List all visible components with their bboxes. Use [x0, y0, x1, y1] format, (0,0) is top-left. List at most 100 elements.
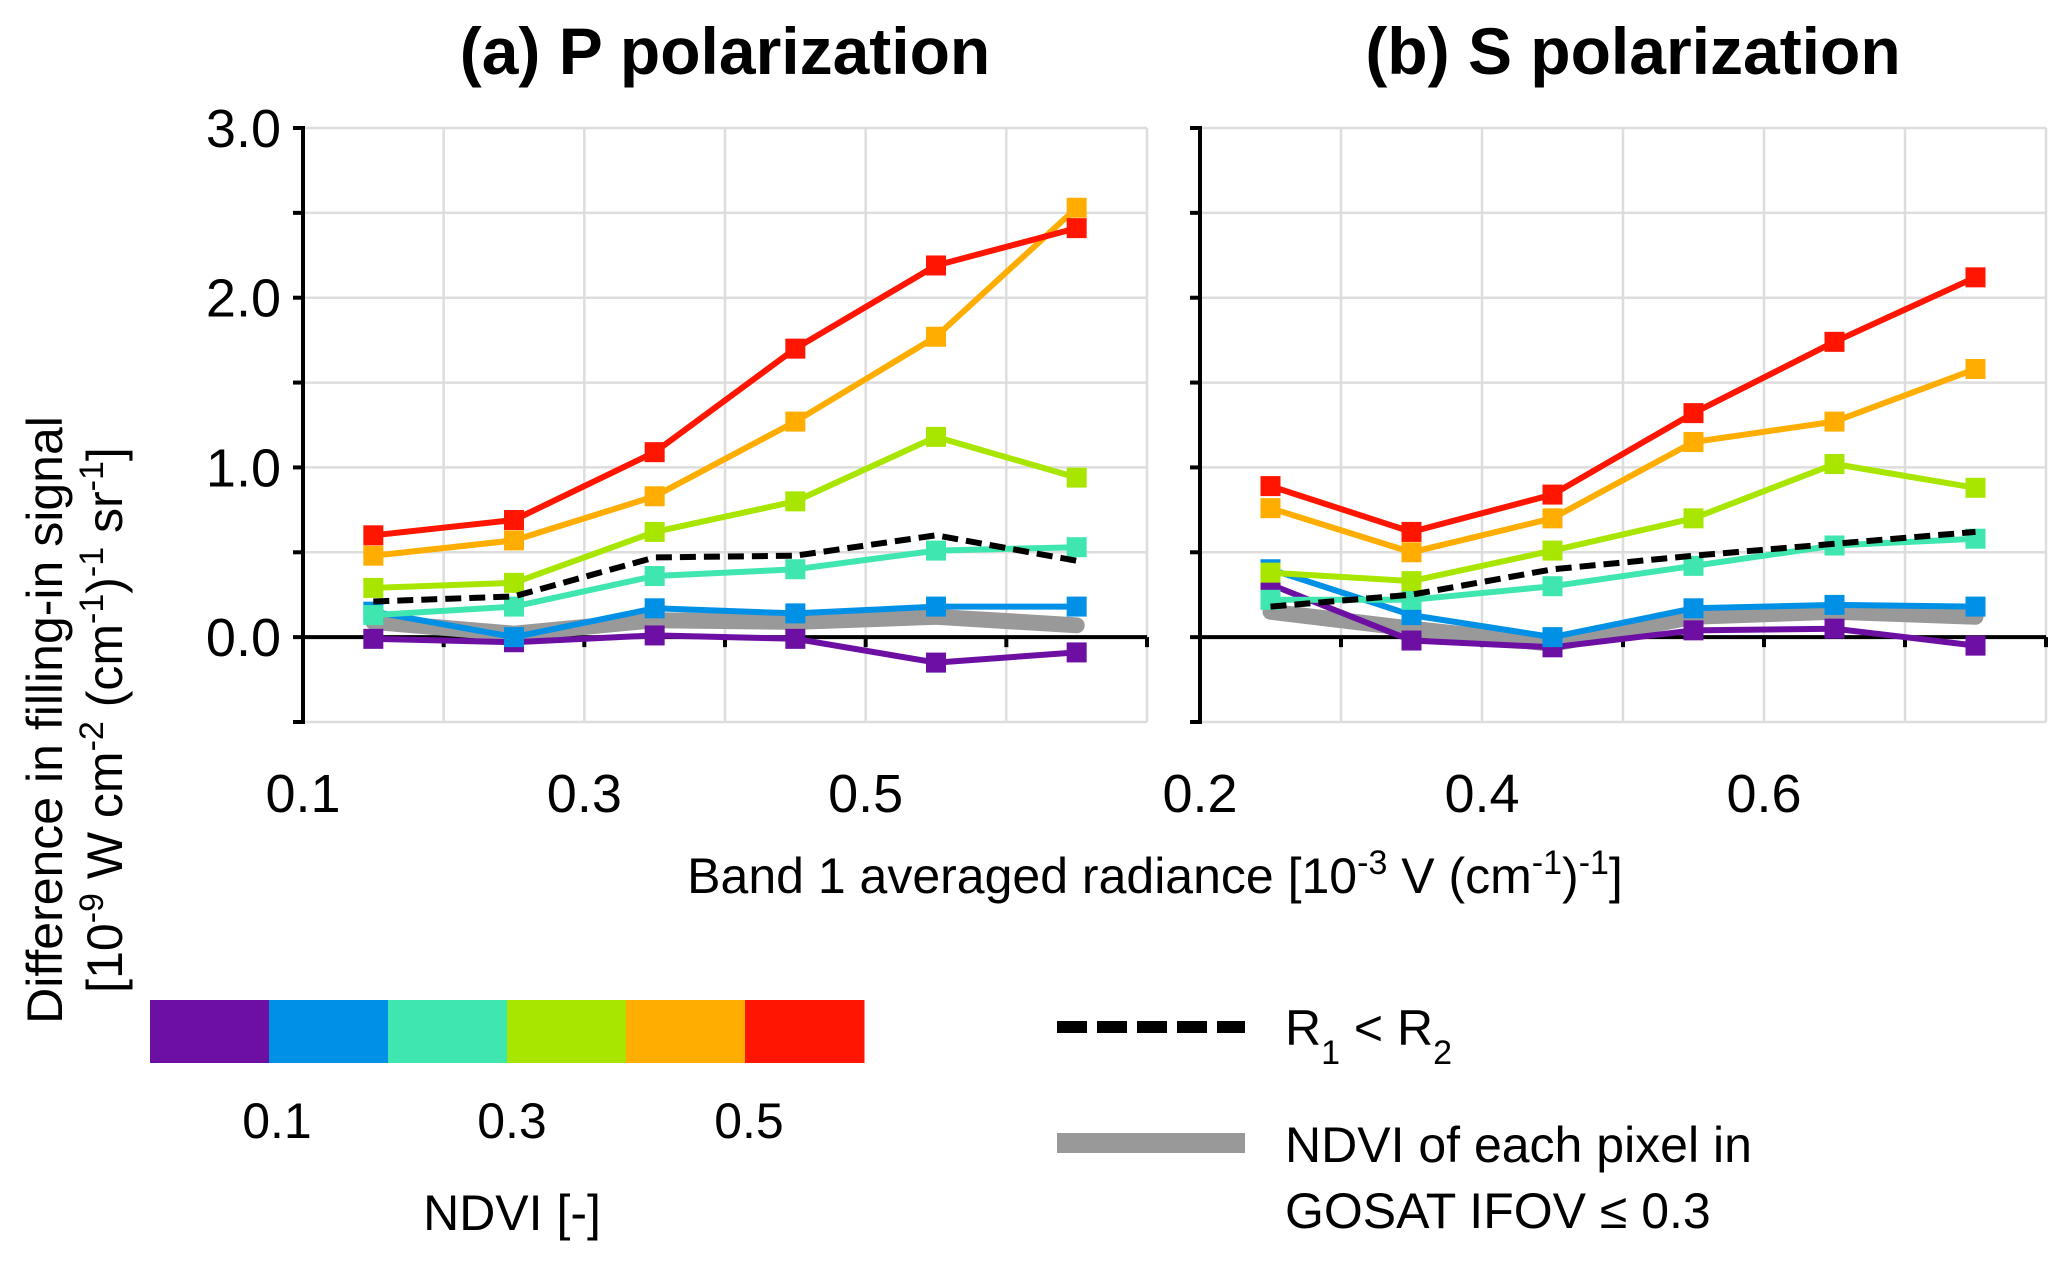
- data-point-ndvi-0-1-0-2: [644, 598, 665, 619]
- series-line-ndvi-0-0-0-1: [1269, 581, 1976, 651]
- data-point-ndvi-0-2-0-3: [926, 540, 946, 561]
- x-tick-label: 0.1: [265, 764, 340, 824]
- colorbar-segment: [150, 1000, 270, 1063]
- data-point-ndvi-0-4-0-5: [1683, 431, 1704, 452]
- data-point-ndvi-0-0-0-1: [1824, 618, 1845, 639]
- data-point-ndvi-0-1-0-2: [1401, 605, 1422, 626]
- data-point-ndvi-0-0-0-1: [1066, 642, 1087, 663]
- data-point-ndvi-0-4-0-5: [785, 411, 806, 432]
- data-point-ndvi-0-3-0-4: [1824, 454, 1845, 475]
- data-point-ndvi-0-5-0-6: [1066, 218, 1087, 239]
- data-point-ndvi-0-2-0-3: [644, 566, 665, 587]
- data-point-ndvi-0-3-0-4: [926, 426, 946, 447]
- legend-gray-label-line2: GOSAT IFOV ≤ 0.3: [1285, 1183, 1711, 1239]
- x-tick-label: 0.2: [1162, 764, 1237, 824]
- y-axis-label: Difference in filling-in signal [10-9 W …: [17, 416, 133, 1024]
- series-line-ndvi-0-3-0-4: [373, 433, 1078, 591]
- y-tick-label: 0.0: [206, 608, 281, 668]
- series-line-ndvi-0-5-0-6: [1269, 274, 1977, 535]
- data-point-ndvi-0-0-0-1: [644, 625, 665, 646]
- y-axis-label-line1: Difference in filling-in signal: [17, 416, 73, 1024]
- data-point-ndvi-0-2-0-3: [1683, 555, 1704, 576]
- series-line-ndvi-0-1-0-2: [1269, 566, 1976, 641]
- data-point-ndvi-0-3-0-4: [1260, 562, 1281, 583]
- colorbar-segment: [626, 1000, 746, 1063]
- series-line-gray-ifov: [1262, 603, 1984, 652]
- data-point-ndvi-0-1-0-2: [1824, 594, 1845, 615]
- series-line-ndvi-0-3-0-4: [1270, 461, 1976, 585]
- data-point-ndvi-0-4-0-5: [1542, 508, 1563, 529]
- colorbar-tick-label: 0.5: [714, 1093, 784, 1149]
- colorbar-tick-label: 0.3: [477, 1093, 547, 1149]
- data-point-ndvi-0-0-0-1: [1401, 630, 1422, 651]
- data-point-ndvi-0-5-0-6: [1683, 403, 1704, 424]
- data-point-ndvi-0-3-0-4: [644, 521, 665, 542]
- panel-b-title: (b) S polarization: [1365, 14, 1900, 88]
- series-line-ndvi-0-1-0-2: [372, 603, 1077, 641]
- data-point-ndvi-0-3-0-4: [1965, 477, 1986, 498]
- series-line-ndvi-0-4-0-5: [372, 205, 1079, 559]
- data-point-ndvi-0-0-0-1: [926, 652, 946, 673]
- data-point-ndvi-0-3-0-4: [1683, 508, 1704, 529]
- colorbar-segment: [269, 1000, 389, 1063]
- data-point-ndvi-0-0-0-1: [1965, 635, 1986, 656]
- data-point-ndvi-0-1-0-2: [1683, 598, 1704, 619]
- series-line-ndvi-0-5-0-6: [372, 225, 1078, 539]
- panel-b-plot: 0.2 0.4 0.6: [1162, 126, 2048, 824]
- x-tick-label: 0.6: [1726, 764, 1801, 824]
- legend-dashed-label: R1 < R2: [1285, 1000, 1452, 1072]
- data-point-ndvi-0-0-0-1: [363, 628, 384, 649]
- data-point-ndvi-0-4-0-5: [644, 486, 665, 507]
- panel-a-title: (a) P polarization: [460, 14, 991, 88]
- data-point-ndvi-0-5-0-6: [1965, 267, 1986, 288]
- data-point-ndvi-0-0-0-1: [785, 628, 806, 649]
- data-point-ndvi-0-2-0-3: [1542, 576, 1563, 597]
- data-point-ndvi-0-3-0-4: [363, 577, 384, 598]
- data-point-ndvi-0-5-0-6: [926, 255, 946, 276]
- data-point-ndvi-0-5-0-6: [1824, 331, 1845, 352]
- legend-gray-label-line1: NDVI of each pixel in: [1285, 1117, 1752, 1173]
- colorbar-segment: [745, 1000, 865, 1063]
- data-point-ndvi-0-5-0-6: [363, 525, 384, 546]
- data-point-ndvi-0-4-0-5: [1824, 411, 1845, 432]
- data-point-ndvi-0-5-0-6: [1542, 484, 1563, 505]
- data-point-ndvi-0-5-0-6: [785, 338, 806, 359]
- ndvi-colorbar: [150, 1000, 865, 1063]
- x-tick-label: 0.4: [1444, 764, 1519, 824]
- y-tick-label: 1.0: [206, 438, 281, 498]
- colorbar-segment: [388, 1000, 508, 1063]
- data-point-ndvi-0-4-0-5: [1965, 358, 1986, 379]
- data-point-ndvi-0-1-0-2: [926, 596, 946, 617]
- panel-a-plot: 0.0 1.0 2.0 3.0 0.1 0.3 0.5: [206, 99, 1149, 824]
- data-point-ndvi-0-5-0-6: [1260, 476, 1281, 497]
- data-point-ndvi-0-4-0-5: [1066, 197, 1087, 218]
- data-point-ndvi-0-4-0-5: [1401, 542, 1422, 563]
- data-point-ndvi-0-2-0-3: [504, 596, 524, 617]
- data-point-ndvi-0-1-0-2: [1965, 596, 1986, 617]
- colorbar-segment: [507, 1000, 627, 1063]
- data-point-ndvi-0-1-0-2: [1066, 596, 1087, 617]
- series-line-ndvi-0-4-0-5: [1269, 366, 1977, 556]
- data-point-ndvi-0-2-0-3: [363, 605, 384, 626]
- data-point-ndvi-0-3-0-4: [1066, 467, 1087, 488]
- x-tick-label: 0.5: [828, 764, 903, 824]
- y-tick-label: 3.0: [206, 99, 281, 159]
- data-point-ndvi-0-3-0-4: [1401, 571, 1422, 592]
- data-point-ndvi-0-1-0-2: [1542, 627, 1563, 648]
- data-point-ndvi-0-1-0-2: [504, 627, 524, 648]
- colorbar-title: NDVI [-]: [423, 1185, 601, 1241]
- series-line-ndvi-0-0-0-1: [373, 632, 1077, 666]
- data-point-ndvi-0-5-0-6: [1401, 521, 1422, 542]
- series-line-r1-lt-r2: [1270, 528, 1976, 610]
- data-point-ndvi-0-2-0-3: [1066, 537, 1087, 558]
- y-tick-label: 2.0: [206, 269, 281, 329]
- data-point-ndvi-0-5-0-6: [644, 442, 665, 463]
- data-point-ndvi-0-3-0-4: [1542, 540, 1563, 561]
- data-point-ndvi-0-4-0-5: [363, 545, 384, 566]
- data-point-ndvi-0-4-0-5: [1260, 498, 1281, 519]
- data-point-ndvi-0-4-0-5: [504, 530, 524, 551]
- x-tick-label: 0.3: [547, 764, 622, 824]
- colorbar-tick-label: 0.1: [242, 1093, 312, 1149]
- data-point-ndvi-0-2-0-3: [785, 559, 806, 580]
